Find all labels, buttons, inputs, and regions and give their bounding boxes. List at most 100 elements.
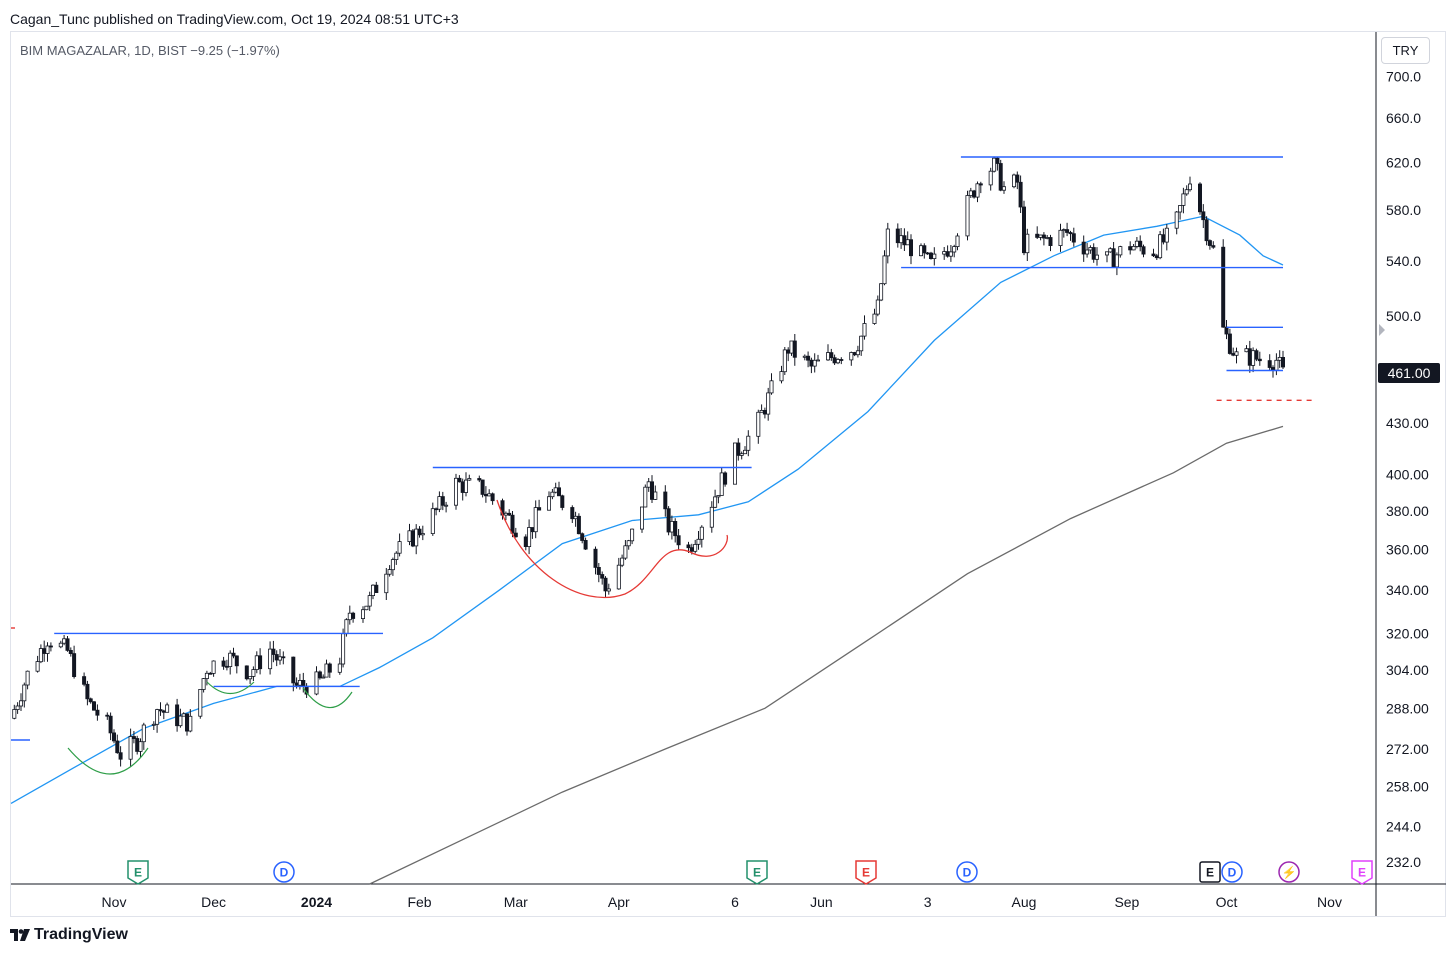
candle-body [826, 352, 831, 361]
candle-body [410, 530, 415, 547]
event-letter: E [1206, 866, 1214, 880]
currency-button[interactable]: TRY [1381, 37, 1430, 64]
ma50-line [10, 215, 1284, 804]
candle-body [18, 700, 23, 707]
candle-body [666, 508, 671, 533]
candle-body [576, 515, 581, 535]
candle-body [460, 481, 465, 493]
candle-body [158, 709, 163, 712]
candle-body [693, 544, 698, 552]
candle-body [909, 239, 914, 257]
candle-body [430, 508, 435, 535]
event-letter: D [963, 866, 972, 880]
event-marker-dividend-icon[interactable]: D [956, 861, 978, 883]
x-tick-label: Nov [1317, 894, 1342, 910]
candle-body [902, 235, 907, 246]
candle-body [208, 672, 213, 675]
candle-body [1188, 183, 1193, 191]
candle-body [1131, 245, 1136, 251]
candle-body [736, 442, 741, 456]
candle-body [719, 472, 724, 496]
event-marker-earnings-icon[interactable]: E [1351, 860, 1373, 885]
candle-body [184, 713, 189, 732]
candle-body [786, 349, 791, 354]
candle-body [1114, 254, 1119, 268]
event-marker-dividend-icon[interactable]: D [273, 861, 295, 883]
symbol-info: BIM MAGAZALAR, 1D, BIST −9.25 (−1.97%) [20, 43, 280, 58]
candle-body [809, 359, 814, 367]
candle-body [596, 567, 601, 575]
candle-body [650, 481, 655, 500]
x-tick-label: Nov [102, 894, 127, 910]
candle-body [733, 442, 738, 485]
candle-body [792, 340, 797, 358]
brand-text: TradingView [34, 926, 128, 943]
x-tick-label: Dec [201, 894, 226, 910]
event-marker-split-icon[interactable]: ⚡ [1278, 861, 1300, 883]
candle-body [467, 478, 472, 481]
candle-body [739, 453, 744, 456]
candle-body [344, 619, 349, 635]
candle-body [440, 496, 445, 506]
candle-body [557, 487, 562, 497]
candle-body [510, 514, 515, 534]
x-tick-label: Sep [1114, 894, 1139, 910]
candle-body [603, 577, 608, 592]
candle-body [696, 538, 701, 545]
candle-body [211, 660, 216, 674]
candle-body [268, 648, 273, 670]
candle-body [1164, 227, 1169, 243]
candle-body [1251, 350, 1256, 366]
event-marker-earnings-icon[interactable]: E [855, 860, 877, 885]
candle-body [968, 190, 973, 196]
candle-body [782, 349, 787, 373]
event-marker-earnings-icon[interactable]: E [1199, 861, 1221, 883]
candle-body [762, 409, 767, 415]
candle-body [1041, 234, 1046, 239]
candlesticks [12, 156, 1286, 767]
event-letter: E [862, 866, 870, 880]
candle-body [224, 665, 229, 668]
candle-body [816, 359, 821, 362]
candle-body [175, 704, 180, 727]
candle-body [663, 491, 668, 510]
candle-body [1151, 253, 1156, 257]
candle-body [178, 715, 183, 727]
candle-body [321, 676, 326, 679]
candle-body [942, 251, 947, 255]
candle-body [1095, 254, 1100, 260]
event-shield [127, 860, 149, 885]
candle-body [1201, 211, 1206, 221]
candle-body [530, 527, 535, 533]
candle-body [1204, 219, 1209, 242]
candle-body [1184, 189, 1189, 195]
tradingview-logo[interactable]: TradingView [10, 926, 128, 944]
candle-body [952, 246, 957, 253]
event-shield [1351, 860, 1373, 885]
candle-body [1267, 360, 1272, 368]
candle-body [882, 255, 887, 285]
event-marker-earnings-icon[interactable]: E [127, 860, 149, 885]
candle-body [1048, 237, 1053, 247]
candle-body [483, 493, 488, 497]
candle-body [1161, 234, 1166, 243]
candle-body [1068, 232, 1073, 235]
candle-body [437, 496, 442, 510]
candle-body [161, 710, 166, 713]
x-tick-label: 3 [924, 894, 932, 910]
chart-frame [10, 31, 1446, 917]
candle-body [244, 665, 249, 680]
event-marker-earnings-icon[interactable]: E [746, 860, 768, 885]
x-tick-label: Feb [407, 894, 431, 910]
candle-body [1154, 255, 1159, 259]
x-tick-label: 6 [731, 894, 739, 910]
candle-body [1257, 358, 1262, 362]
candle-body [1271, 367, 1276, 371]
publisher-attribution: Cagan_Tunc published on TradingView.com,… [10, 11, 459, 27]
event-marker-dividend-icon[interactable]: D [1221, 861, 1243, 883]
candle-body [417, 528, 422, 536]
event-letter: E [134, 866, 142, 880]
candle-body [314, 671, 319, 695]
candle-body [669, 521, 674, 533]
